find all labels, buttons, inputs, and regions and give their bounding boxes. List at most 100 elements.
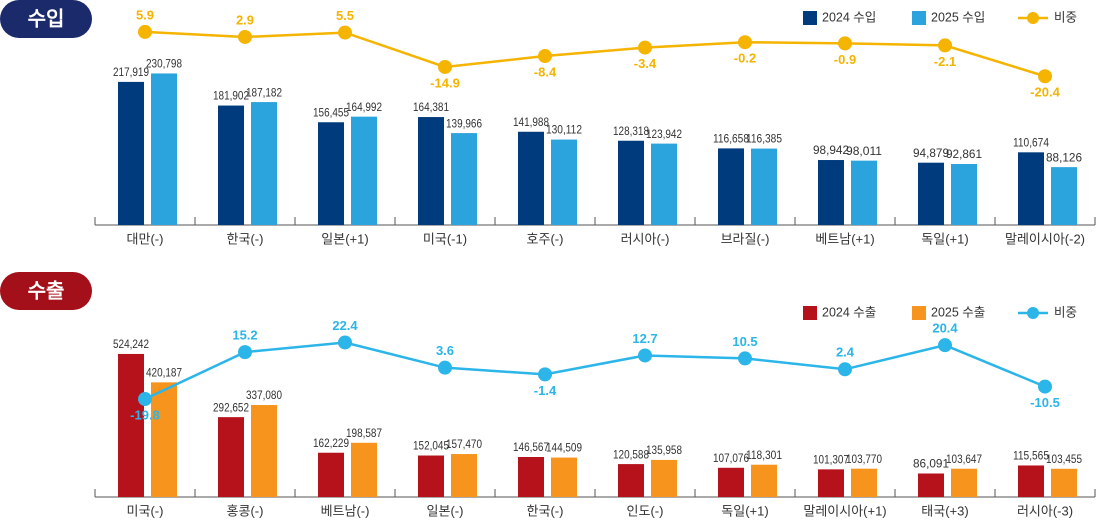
data-label: 10.5	[732, 334, 757, 349]
data-label: 12.7	[632, 331, 657, 346]
bar	[151, 382, 177, 497]
bar	[351, 442, 377, 497]
line-point	[238, 345, 252, 360]
x-tick-label: 독일(+1)	[921, 231, 968, 246]
data-label: 156,455	[313, 105, 349, 119]
data-label: 152,045	[413, 439, 449, 453]
line-point	[638, 40, 652, 55]
bar	[551, 457, 577, 497]
bar	[851, 160, 877, 225]
line-point	[438, 360, 452, 375]
x-tick-label: 호주(-)	[527, 231, 564, 246]
bar	[1051, 167, 1077, 225]
data-label: -0.2	[734, 51, 756, 66]
x-tick-label: 태국(+3)	[921, 503, 968, 518]
bar	[351, 116, 377, 225]
line-point	[138, 24, 152, 39]
data-label: 5.9	[136, 7, 154, 22]
data-label: 115,565	[1013, 449, 1049, 463]
line-point	[938, 38, 952, 53]
data-label: 15.2	[232, 328, 257, 343]
x-tick-label: 홍콩(-)	[227, 503, 264, 518]
data-label: 88,126	[1046, 150, 1082, 164]
x-tick-label: 인도(-)	[627, 503, 664, 518]
data-label: 187,182	[246, 85, 282, 99]
data-label: 94,879	[913, 146, 949, 160]
data-label: 22.4	[332, 318, 358, 333]
x-tick-label: 러시아(-)	[621, 231, 670, 246]
chart-title: 수출	[28, 279, 65, 302]
data-label: 103,647	[946, 452, 982, 466]
data-label: 92,861	[946, 147, 982, 161]
data-label: 164,992	[346, 100, 382, 114]
legend-label: 2024 수입	[822, 10, 876, 24]
data-label: 292,652	[213, 400, 249, 414]
x-tick-label: 일본(-)	[427, 503, 464, 518]
bar	[918, 162, 944, 225]
data-label: 128,318	[613, 124, 649, 138]
bar	[518, 457, 544, 497]
data-label: 164,381	[413, 100, 449, 114]
data-label: -3.4	[634, 56, 657, 71]
line-point	[438, 59, 452, 74]
line	[144, 30, 1046, 78]
data-label: 198,587	[346, 426, 382, 440]
data-label: 118,301	[746, 448, 782, 462]
data-label: -14.9	[430, 75, 460, 90]
x-tick-label: 일본(+1)	[321, 231, 368, 246]
bar	[751, 464, 777, 497]
legend-swatch	[912, 306, 926, 320]
bar	[551, 139, 577, 225]
bar	[618, 464, 644, 497]
data-label: 141,988	[513, 115, 549, 129]
bar	[218, 105, 244, 225]
data-label: 20.4	[932, 321, 958, 336]
line-point	[638, 348, 652, 363]
data-label: -2.1	[934, 54, 956, 69]
bar	[151, 73, 177, 225]
data-label: 107,076	[713, 451, 749, 465]
title-badge	[0, 272, 92, 310]
bar	[851, 468, 877, 497]
title-badge	[0, 0, 92, 38]
data-label: 230,798	[146, 57, 182, 71]
line-point	[238, 29, 252, 44]
bar	[118, 81, 144, 225]
bar	[518, 131, 544, 225]
data-label: 162,229	[313, 436, 349, 450]
data-label: 98,011	[846, 144, 882, 158]
legend-label: 2025 수입	[931, 10, 985, 24]
data-label: 123,942	[646, 127, 682, 141]
line	[144, 341, 1046, 401]
line-point	[1038, 379, 1052, 394]
legend-swatch	[803, 11, 817, 25]
bar	[651, 459, 677, 497]
x-tick-label: 말레이시아(+1)	[803, 503, 886, 518]
line-point	[738, 35, 752, 50]
x-tick-label: 한국(-)	[227, 231, 264, 246]
data-label: 2.4	[836, 345, 855, 360]
data-label: 3.6	[436, 343, 454, 358]
bar	[718, 148, 744, 225]
legend-marker	[1027, 12, 1039, 24]
bar	[418, 117, 444, 225]
data-label: -20.4	[1030, 85, 1060, 100]
legend-swatch	[803, 306, 817, 320]
x-tick-label: 대만(-)	[127, 231, 164, 246]
legend-marker	[1027, 307, 1039, 319]
data-label: 139,966	[446, 116, 482, 130]
data-label: -1.4	[534, 383, 557, 398]
bar	[251, 102, 277, 225]
data-label: 103,770	[846, 452, 882, 466]
line-point	[138, 392, 152, 407]
bar	[418, 455, 444, 497]
x-tick-label: 미국(-)	[127, 503, 164, 518]
bar	[1018, 152, 1044, 225]
bar	[451, 133, 477, 225]
data-label: 144,509	[546, 441, 582, 455]
bar	[818, 469, 844, 497]
line-point	[738, 351, 752, 366]
bar	[251, 405, 277, 497]
data-label: 116,658	[713, 132, 749, 146]
